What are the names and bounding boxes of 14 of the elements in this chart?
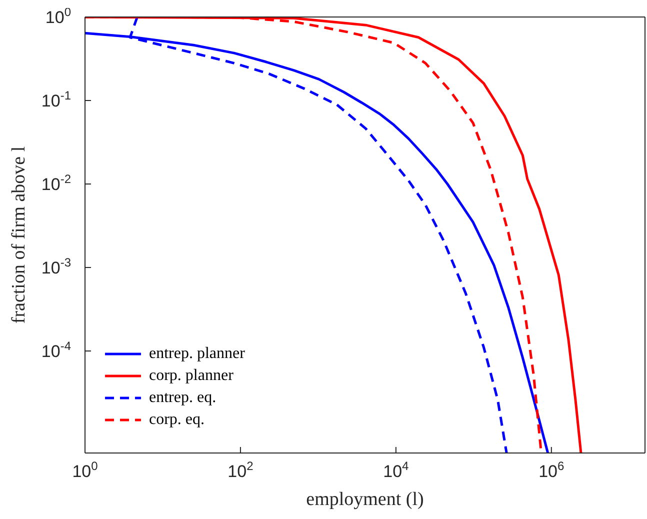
y-tick-label: 10$^{-2}$ [41, 172, 72, 194]
x-tick-label: 10$^{0}$ [72, 458, 98, 481]
legend-label: entrep. eq. [149, 389, 216, 407]
x-axis-title: employment (l) [306, 489, 424, 510]
y-axis-title: fraction of firm above l [8, 146, 30, 324]
y-tick-label: 10$^{-3}$ [41, 255, 72, 278]
x-tick-label: 10$^{4}$ [383, 458, 410, 481]
legend-label: corp. eq. [149, 411, 205, 429]
y-tick-label: 10$^{-1}$ [41, 88, 72, 110]
x-tick-label: 10$^{2}$ [228, 458, 254, 481]
x-tick-label: 10$^{6}$ [538, 458, 565, 481]
legend-label: corp. planner [149, 367, 234, 385]
legend-label: entrep. planner [149, 345, 245, 363]
y-tick-label: 10$^{-4}$ [41, 338, 72, 361]
